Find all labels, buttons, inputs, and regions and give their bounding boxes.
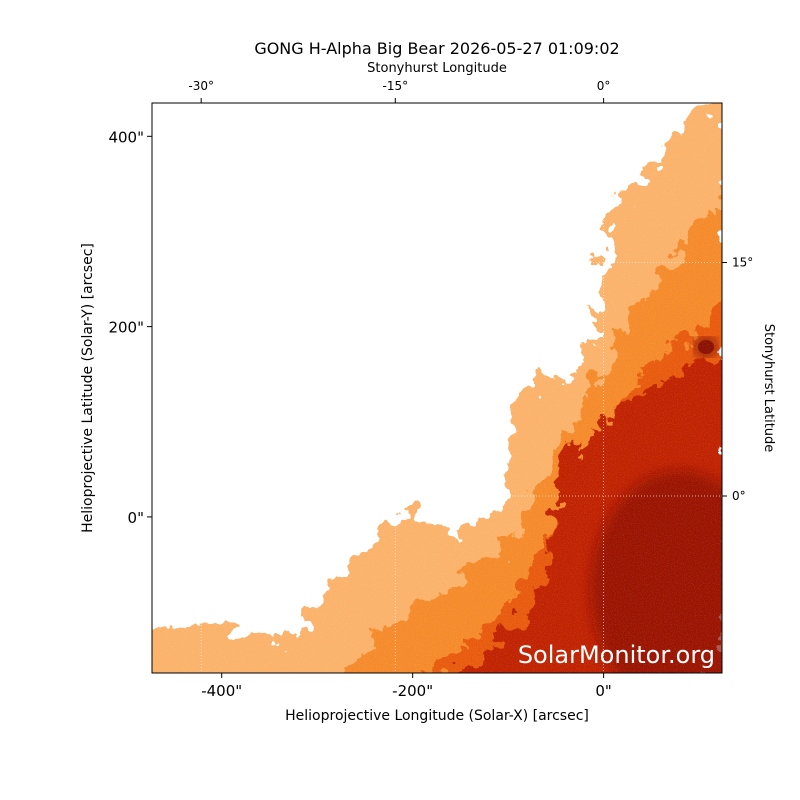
y2-tick-label: 0° <box>732 489 746 503</box>
y2-tick-label: 15° <box>732 256 753 270</box>
x2-tick-label: 0° <box>597 79 611 93</box>
x-tick-label: 0" <box>595 682 611 700</box>
watermark: SolarMonitor.org <box>518 641 715 669</box>
chart-title: GONG H-Alpha Big Bear 2026-05-27 01:09:0… <box>254 39 619 58</box>
y-tick-label: 200" <box>108 319 144 337</box>
x2-axis-label: Stonyhurst Longitude <box>367 61 507 76</box>
x2-tick-label: -15° <box>382 79 408 93</box>
solar-image <box>152 103 722 673</box>
plot-frame <box>151 102 723 674</box>
x-axis-label: Helioprojective Longitude (Solar-X) [arc… <box>285 708 589 724</box>
y-tick-label: 0" <box>128 509 144 527</box>
y2-axis-label: Stonyhurst Latitude <box>761 324 776 453</box>
x-tick-label: -400" <box>201 682 242 700</box>
y-tick-label: 400" <box>108 128 144 146</box>
x2-tick-label: -30° <box>188 79 214 93</box>
x-tick-label: -200" <box>392 682 433 700</box>
y-axis-label: Helioprojective Latitude (Solar-Y) [arcs… <box>80 243 96 533</box>
